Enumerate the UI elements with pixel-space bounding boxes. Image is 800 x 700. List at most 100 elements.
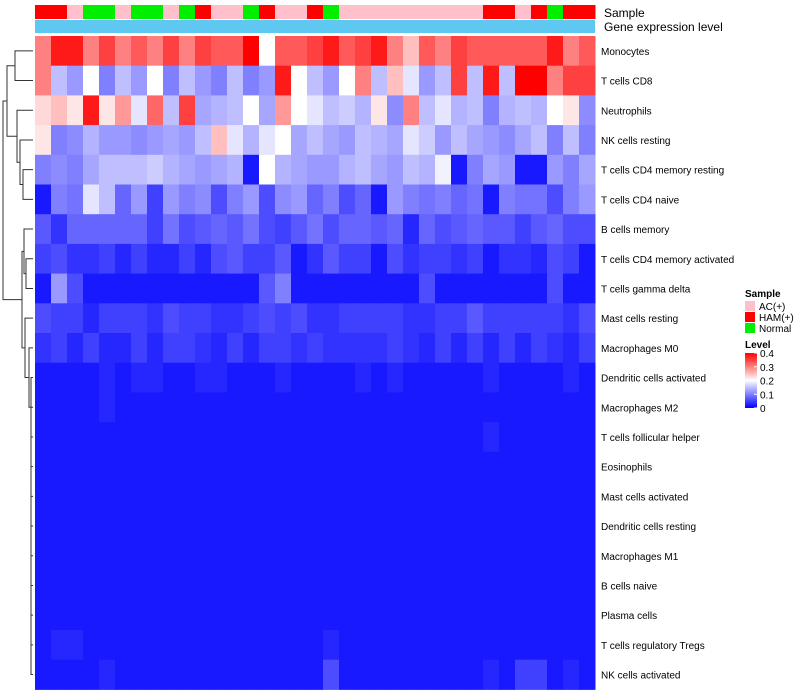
- heatmap-cell: [115, 243, 132, 275]
- heatmap-cell: [467, 214, 484, 245]
- heatmap-cell: [339, 273, 356, 304]
- heatmap-cell: [547, 273, 564, 304]
- heatmap-cell: [387, 273, 404, 304]
- heatmap-cell: [547, 65, 564, 96]
- heatmap-cell: [339, 540, 356, 572]
- heatmap-cell: [467, 392, 484, 423]
- heatmap-cell: [179, 511, 196, 542]
- heatmap-cell: [35, 451, 52, 482]
- heatmap-cell: [387, 184, 404, 215]
- heatmap-cell: [147, 214, 164, 245]
- heatmap-cell: [435, 422, 452, 453]
- heatmap-cell: [467, 333, 484, 364]
- heatmap-cell: [323, 154, 340, 185]
- heatmap-cell: [499, 659, 516, 690]
- heatmap-cell: [83, 95, 100, 126]
- heatmap-cell: [387, 451, 404, 482]
- heatmap-cell: [195, 333, 212, 364]
- heatmap-cell: [51, 422, 68, 453]
- heatmap-cell: [163, 214, 180, 245]
- heatmap-cell: [451, 154, 468, 185]
- heatmap-cell: [499, 303, 516, 334]
- heatmap-cell: [499, 184, 516, 215]
- heatmap-cells: [35, 36, 596, 690]
- row-labels: Monocytes T cells CD8 Neutrophils NK cells …: [601, 47, 734, 682]
- heatmap-cell: [419, 303, 436, 334]
- heatmap-cell: [387, 481, 404, 512]
- heatmap-cell: [51, 65, 68, 96]
- heatmap-cell: [579, 362, 596, 393]
- heatmap-cell: [211, 333, 228, 364]
- heatmap-cell: [179, 95, 196, 126]
- sample-legend-label: HAM(+): [759, 313, 794, 324]
- sample-annotation-cell: [83, 5, 100, 19]
- heatmap-cell: [515, 540, 532, 572]
- heatmap-cell: [51, 36, 68, 67]
- heatmap-cell: [275, 243, 292, 275]
- heatmap-cell: [531, 511, 548, 542]
- heatmap-cell: [259, 362, 276, 393]
- heatmap-cell: [467, 303, 484, 334]
- heatmap-cell: [467, 154, 484, 185]
- row-label: NK cells resting: [601, 136, 670, 147]
- heatmap-cell: [403, 600, 420, 631]
- sample-annotation-cell: [515, 5, 532, 19]
- heatmap-cell: [419, 362, 436, 393]
- heatmap-cell: [579, 630, 596, 661]
- heatmap-cell: [115, 630, 132, 661]
- heatmap-cell: [211, 511, 228, 542]
- heatmap-cell: [131, 243, 148, 275]
- heatmap-cell: [227, 273, 244, 304]
- heatmap-cell: [147, 451, 164, 482]
- sample-annotation-cell: [579, 5, 596, 19]
- heatmap-cell: [99, 511, 116, 542]
- heatmap-cell: [531, 451, 548, 482]
- heatmap-cell: [451, 362, 468, 393]
- heatmap-cell: [355, 422, 372, 453]
- heatmap-cell: [307, 154, 324, 185]
- heatmap-cell: [339, 600, 356, 631]
- heatmap-cell: [243, 570, 260, 601]
- heatmap-cell: [163, 451, 180, 482]
- heatmap-cell: [483, 184, 500, 215]
- heatmap-cell: [355, 481, 372, 512]
- heatmap-cell: [211, 154, 228, 185]
- heatmap-cell: [259, 600, 276, 631]
- heatmap-cell: [227, 659, 244, 690]
- heatmap-cell: [483, 273, 500, 304]
- heatmap-cell: [355, 303, 372, 334]
- heatmap-cell: [371, 659, 388, 690]
- heatmap-cell: [227, 184, 244, 215]
- heatmap-cell: [67, 630, 84, 661]
- heatmap-cell: [259, 481, 276, 512]
- heatmap-cell: [563, 273, 580, 304]
- heatmap-cell: [115, 570, 132, 601]
- heatmap-cell: [211, 65, 228, 96]
- heatmap-cell: [163, 511, 180, 542]
- heatmap-cell: [211, 273, 228, 304]
- heatmap-cell: [131, 570, 148, 601]
- heatmap-cell: [515, 303, 532, 334]
- sample-annotation-cell: [131, 5, 148, 19]
- heatmap-cell: [179, 125, 196, 156]
- heatmap-cell: [99, 630, 116, 661]
- heatmap-cell: [531, 600, 548, 631]
- heatmap-cell: [563, 154, 580, 185]
- heatmap-cell: [371, 451, 388, 482]
- heatmap-cell: [499, 392, 516, 423]
- heatmap-cell: [115, 303, 132, 334]
- heatmap-cell: [51, 362, 68, 393]
- sample-legend: Sample AC(+)HAM(+)Normal: [745, 289, 794, 335]
- heatmap-cell: [35, 422, 52, 453]
- sample-legend-label: Normal: [759, 324, 791, 335]
- heatmap-cell: [323, 303, 340, 334]
- heatmap-cell: [115, 511, 132, 542]
- heatmap-cell: [179, 451, 196, 482]
- heatmap-cell: [259, 65, 276, 96]
- heatmap-cell: [307, 273, 324, 304]
- heatmap-cell: [483, 95, 500, 126]
- heatmap-cell: [243, 333, 260, 364]
- heatmap-cell: [323, 630, 340, 661]
- heatmap-cell: [451, 243, 468, 275]
- heatmap-cell: [195, 303, 212, 334]
